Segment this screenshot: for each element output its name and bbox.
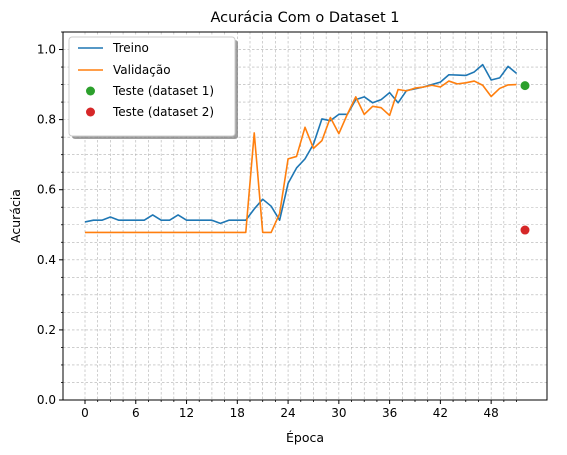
x-tick-label: 18	[230, 406, 245, 420]
y-tick-label: 0.8	[37, 113, 56, 127]
y-tick-label: 1.0	[37, 43, 56, 57]
series-line-1	[85, 80, 517, 234]
y-tick-label: 0.6	[37, 183, 56, 197]
x-tick-label: 48	[484, 406, 499, 420]
grid	[63, 31, 547, 400]
series-layer	[84, 63, 530, 235]
x-tick-label: 42	[433, 406, 448, 420]
ticks: 0 6 12 18 24 30 36 42 48 0.0 0.2 0.4 0.6 0.8 1.0	[37, 31, 517, 420]
y-tick-label: 0.4	[37, 253, 56, 267]
legend-marker-teste-dataset-2	[86, 107, 95, 117]
plot-frame	[62, 31, 548, 401]
legend-label-validacao: Validação	[113, 63, 171, 77]
series-point-3	[520, 225, 530, 235]
x-tick-label: 6	[132, 406, 140, 420]
legend-marker-teste-dataset-1	[86, 86, 95, 96]
x-tick-label: 24	[280, 406, 295, 420]
chart-title: Acurácia Com o Dataset 1	[211, 10, 400, 26]
legend-label-treino: Treino	[112, 41, 149, 55]
y-tick-label: 0.2	[37, 323, 56, 337]
x-tick-label: 12	[179, 406, 194, 420]
legend-label-teste-dataset-1: Teste (dataset 1)	[112, 84, 214, 98]
legend-box	[68, 36, 236, 137]
legend: Treino Validação Teste (dataset 1) Teste…	[68, 36, 238, 139]
series-point-2	[520, 81, 530, 91]
legend-label-teste-dataset-2: Teste (dataset 2)	[112, 105, 214, 119]
x-tick-label: 30	[331, 406, 346, 420]
y-tick-label: 0.0	[37, 393, 56, 407]
x-tick-label: 36	[382, 406, 397, 420]
x-tick-label: 0	[81, 406, 89, 420]
x-axis-label: Época	[286, 430, 324, 445]
series-line-0	[84, 63, 518, 225]
y-axis-label: Acurácia	[8, 189, 23, 243]
